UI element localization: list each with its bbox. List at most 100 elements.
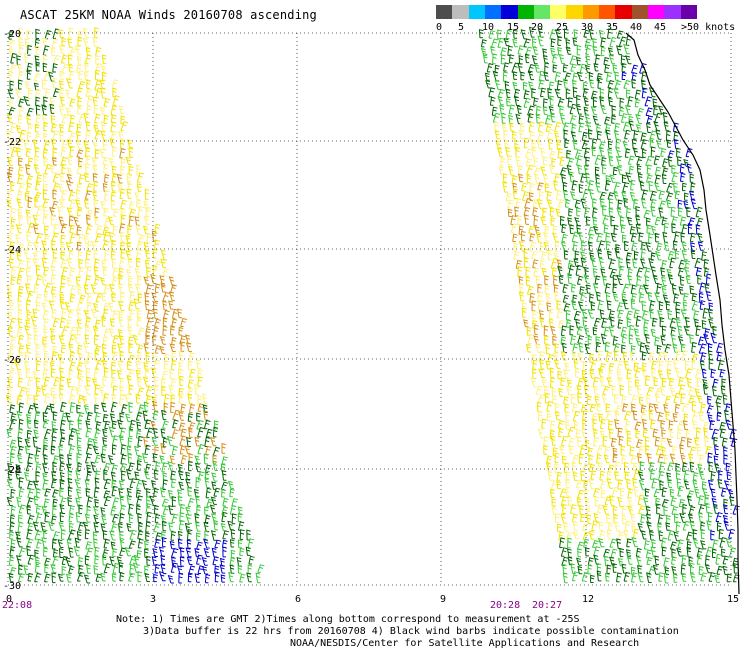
wind-barb [32, 436, 38, 448]
wind-barb [104, 420, 111, 429]
wind-barb [119, 188, 126, 199]
wind-barb [144, 300, 150, 311]
wind-barb [75, 309, 82, 320]
wind-barb [204, 573, 211, 584]
wind-barb [725, 403, 732, 412]
wind-barb [556, 189, 562, 201]
wind-barb [163, 402, 169, 413]
wind-barb [50, 478, 58, 489]
wind-barb [178, 572, 184, 584]
wind-barb [158, 571, 166, 582]
wind-barb [679, 163, 686, 174]
wind-barb [688, 556, 694, 567]
wind-barb [133, 445, 141, 457]
wind-barb [563, 522, 569, 532]
x-label: 3 [150, 594, 156, 605]
wind-barb [57, 539, 64, 548]
wind-barb [688, 386, 696, 396]
wind-barb [609, 268, 618, 278]
wind-barb [143, 401, 149, 412]
wind-barb [535, 275, 541, 286]
wind-barb [61, 37, 67, 47]
wind-barb [690, 198, 698, 210]
wind-barb [112, 420, 117, 429]
wind-barb [92, 445, 99, 454]
wind-barb [577, 489, 585, 499]
wind-barb [625, 55, 632, 65]
wind-barb [599, 96, 605, 107]
wind-barb [593, 487, 601, 498]
wind-barb [135, 224, 142, 235]
wind-barb [705, 502, 711, 514]
wind-barb [600, 418, 607, 429]
wind-barb [681, 223, 689, 235]
wind-barb [154, 504, 159, 515]
wind-barb [15, 555, 23, 566]
wind-barb [44, 282, 52, 293]
wind-barb [492, 112, 501, 123]
wind-barb [622, 298, 629, 310]
wind-barb [683, 325, 691, 336]
wind-barb [15, 125, 22, 134]
wind-barb [78, 258, 84, 269]
wind-barb [86, 470, 93, 481]
wind-barb [153, 385, 159, 396]
wind-barb [671, 505, 679, 515]
colorbar-label: 5 [458, 22, 465, 33]
wind-barb [205, 487, 212, 499]
wind-barb [588, 188, 595, 200]
wind-barb [24, 471, 30, 481]
wind-barb [643, 319, 650, 328]
wind-barb [636, 165, 642, 174]
wind-barb [87, 301, 93, 312]
wind-barb [560, 377, 566, 386]
wind-barb [137, 293, 143, 303]
wind-barb [152, 248, 158, 259]
wind-barb [112, 562, 120, 574]
wind-barb [565, 309, 571, 321]
wind-barb [9, 369, 15, 378]
wind-barb [202, 393, 208, 404]
wind-barb [68, 27, 74, 39]
wind-barb [628, 120, 635, 131]
wind-barb [633, 328, 640, 337]
wind-barb [94, 555, 100, 565]
wind-barb [507, 45, 513, 56]
time-label: 20:28 [490, 600, 520, 611]
wind-barb [25, 164, 31, 175]
wind-barb [134, 192, 141, 201]
wind-barb [567, 217, 572, 226]
wind-barb [638, 232, 644, 242]
wind-barb [643, 209, 651, 219]
wind-barb [641, 148, 647, 158]
wind-barb [707, 479, 714, 491]
wind-barb [81, 395, 89, 406]
wind-barb [59, 462, 65, 472]
wind-barb [571, 283, 577, 293]
wind-barb [640, 139, 648, 150]
wind-barb [512, 233, 518, 242]
wind-barb [5, 394, 12, 404]
wind-barb [86, 496, 93, 507]
wind-barb [666, 182, 674, 193]
wind-barb [51, 436, 57, 447]
wind-barb [682, 503, 688, 514]
wind-barb [43, 392, 51, 404]
wind-barb [160, 487, 166, 498]
wind-barb [41, 114, 48, 125]
wind-barb [83, 199, 90, 209]
wind-barb [654, 216, 662, 226]
wind-barb [656, 503, 661, 515]
wind-barb [512, 38, 518, 48]
wind-barb [624, 461, 629, 473]
wind-barb [168, 384, 175, 395]
wind-barb [646, 556, 653, 565]
wind-barb [86, 411, 93, 420]
wind-barb [27, 89, 33, 99]
wind-barb [9, 224, 16, 235]
wind-barb [101, 315, 107, 327]
wind-barb [680, 393, 686, 404]
wind-barb [532, 207, 539, 216]
wind-barb [68, 215, 74, 227]
wind-barb [641, 351, 647, 361]
